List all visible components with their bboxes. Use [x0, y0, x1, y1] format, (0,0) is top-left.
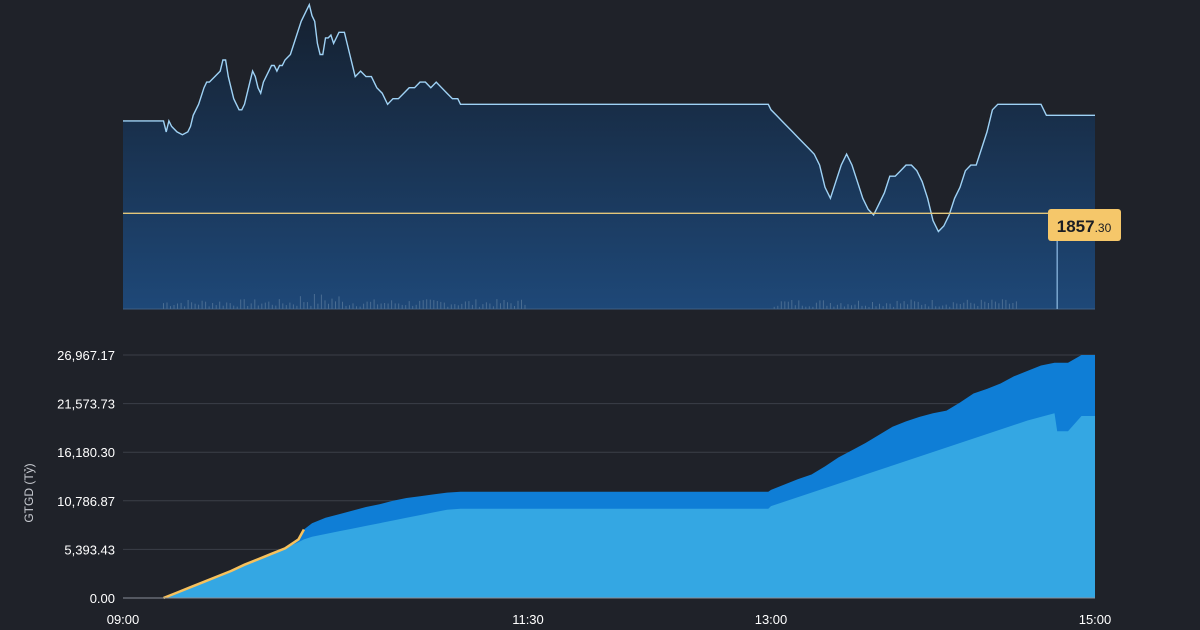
price-panel: 1857.30: [123, 2, 1121, 310]
y-tick-label: 5,393.43: [64, 542, 115, 557]
y-tick-label: 0.00: [90, 591, 115, 606]
y-tick-label: 10,786.87: [57, 494, 115, 509]
early-session-line: [163, 528, 305, 600]
last-price-badge: 1857.30: [1048, 209, 1121, 241]
last-price-integer: 1857: [1057, 217, 1095, 236]
last-price-decimal: .30: [1095, 221, 1112, 235]
x-tick-label: 11:30: [512, 612, 544, 627]
x-tick-label: 13:00: [755, 612, 788, 627]
last-price-label: 1857.30: [1057, 217, 1112, 236]
y-axis-title: GTGD (Tỷ): [22, 463, 36, 522]
x-tick-label: 09:00: [107, 612, 140, 627]
last-price-badge-bg: [1048, 209, 1121, 241]
volume-bars: [163, 241, 1058, 309]
y-tick-label: 21,573.73: [57, 397, 115, 412]
x-axis-ticks: 09:00 11:30 13:00 15:00: [107, 612, 1112, 627]
price-line: [123, 2, 1095, 233]
y-tick-label: 26,967.17: [57, 348, 115, 363]
price-area: [123, 4, 1095, 309]
x-tick-label: 15:00: [1079, 612, 1112, 627]
y-tick-label: 16,180.30: [57, 445, 115, 460]
value-panel: 0.00 5,393.43 10,786.87 16,180.30 21,573.73 2…: [22, 348, 1111, 627]
value-area-series-2: [123, 413, 1095, 598]
y-axis-ticks: 0.00 5,393.43 10,786.87 16,180.30 21,573.73 2…: [57, 348, 115, 606]
